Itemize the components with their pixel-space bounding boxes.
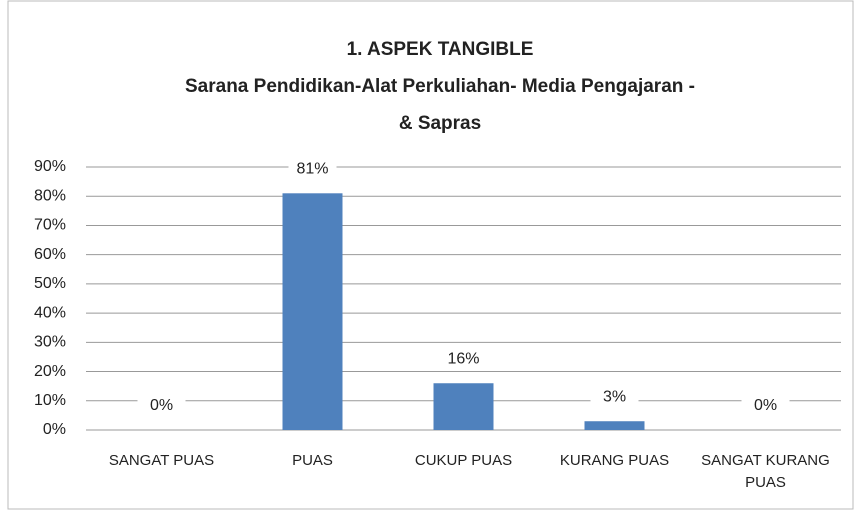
y-tick-label: 50% — [34, 275, 66, 292]
y-tick-label: 10% — [34, 392, 66, 409]
y-tick-label: 90% — [34, 158, 66, 175]
y-tick-label: 60% — [34, 246, 66, 263]
value-label: 3% — [603, 388, 626, 405]
chart-title: Sarana Pendidikan-Alat Perkuliahan- Medi… — [185, 76, 695, 97]
value-label-bg — [288, 158, 337, 181]
bar — [584, 421, 645, 430]
bar — [433, 383, 494, 430]
value-label: 0% — [150, 397, 173, 414]
chart-title: 1. ASPEK TANGIBLE — [347, 39, 534, 60]
y-tick-label: 20% — [34, 363, 66, 380]
y-tick-label: 30% — [34, 334, 66, 351]
x-tick-label: SANGAT PUAS — [108, 452, 215, 469]
bar — [282, 193, 343, 430]
x-tick-label: CUKUP PUAS — [414, 452, 513, 469]
x-tick-label: PUAS — [292, 452, 333, 469]
value-label-bg — [741, 395, 790, 417]
value-label-bg — [137, 395, 186, 417]
y-tick-label: 0% — [43, 421, 66, 438]
chart-title: & Sapras — [399, 113, 481, 134]
value-label-bg — [439, 348, 488, 371]
value-label: 16% — [447, 350, 479, 367]
x-tick-label: KURANG PUAS — [559, 452, 670, 469]
x-tick-label: SANGAT KURANG PUAS — [701, 452, 830, 491]
value-label-bg — [590, 386, 639, 409]
value-label: 81% — [296, 161, 328, 178]
y-tick-label: 80% — [34, 187, 66, 204]
y-tick-label: 70% — [34, 217, 66, 234]
y-tick-label: 40% — [34, 304, 66, 321]
value-label: 0% — [754, 397, 777, 414]
